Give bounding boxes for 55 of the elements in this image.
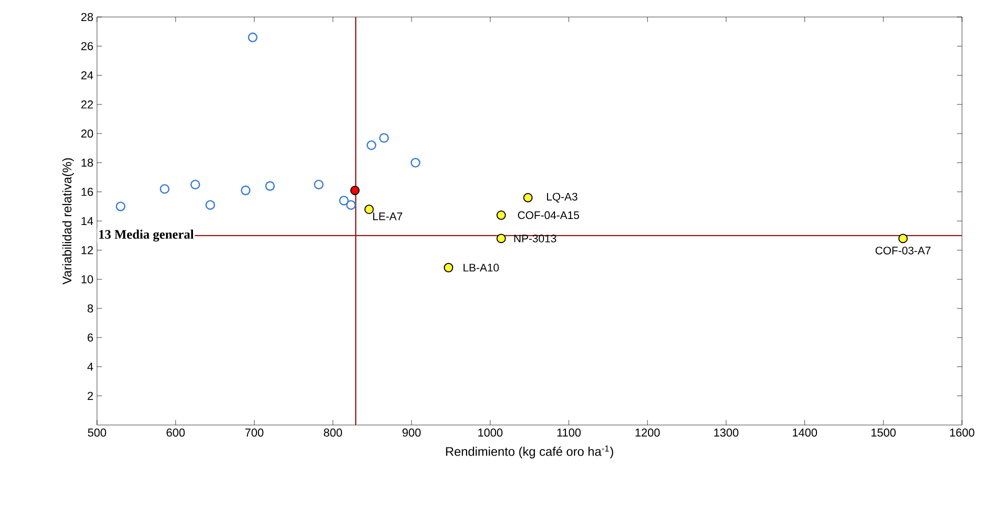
y-axis-title: Variabilidad relativa(%) bbox=[62, 158, 74, 284]
point bbox=[523, 192, 533, 202]
y-tick-label: 16 bbox=[82, 188, 93, 196]
annotation: COF-04-A15 bbox=[518, 211, 580, 220]
x-tick-label: 500 bbox=[88, 428, 106, 437]
y-tick-label: 28 bbox=[81, 12, 93, 22]
point bbox=[339, 196, 349, 206]
x-tick-label: 600 bbox=[166, 428, 185, 437]
x-tick-label: 1100 bbox=[557, 428, 581, 437]
y-tick-label: 14 bbox=[82, 217, 94, 225]
y-tick-label: 4 bbox=[87, 362, 94, 371]
point bbox=[205, 200, 216, 210]
point bbox=[410, 158, 420, 168]
point bbox=[265, 181, 275, 191]
annotation: LB-A10 bbox=[464, 264, 499, 272]
x-tick-label: 1600 bbox=[950, 428, 974, 437]
y-tick-label: 2 bbox=[88, 392, 93, 400]
y-tick-label: 6 bbox=[88, 334, 93, 342]
annotation: LQ-A3 bbox=[547, 192, 578, 203]
point bbox=[314, 180, 324, 190]
x-tick-label: 900 bbox=[402, 428, 421, 437]
point bbox=[240, 186, 250, 196]
y-tick-label: 24 bbox=[81, 71, 94, 80]
annotation: LE-A7 bbox=[373, 212, 402, 220]
y-tick-label: 20 bbox=[81, 130, 94, 138]
x-tick-label: 1000 bbox=[478, 428, 502, 437]
x-tick-label: 1300 bbox=[714, 428, 738, 437]
point bbox=[898, 234, 908, 244]
y-tick-label: 26 bbox=[81, 42, 93, 50]
point bbox=[364, 204, 374, 214]
point bbox=[366, 140, 376, 150]
point bbox=[248, 32, 258, 42]
annotation: NP-3013 bbox=[514, 234, 556, 242]
y-tick-label: 8 bbox=[88, 304, 93, 312]
y-tick-label: 18 bbox=[82, 158, 93, 167]
x-tick-label: 700 bbox=[245, 428, 264, 437]
y-tick-label: 10 bbox=[82, 275, 94, 284]
point bbox=[444, 262, 454, 272]
point bbox=[160, 184, 170, 194]
x-axis-title: Rendimiento (kg café oro ha$^{-1}$) bbox=[446, 445, 614, 458]
point bbox=[350, 186, 360, 196]
ref-line-label: 13 Media general bbox=[99, 230, 194, 242]
point bbox=[190, 180, 200, 190]
point bbox=[379, 133, 389, 143]
annotation: COF-03-A7 bbox=[876, 246, 930, 254]
x-tick-label: 1400 bbox=[792, 428, 818, 437]
point bbox=[496, 234, 506, 244]
x-tick-label: 1200 bbox=[636, 428, 660, 437]
x-tick-label: 1500 bbox=[872, 428, 896, 437]
y-tick-label: 22 bbox=[81, 100, 93, 108]
y-tick-label: 12 bbox=[82, 246, 93, 254]
point bbox=[496, 210, 506, 220]
point bbox=[346, 200, 356, 210]
point bbox=[116, 202, 126, 212]
x-tick-label: 800 bbox=[324, 428, 342, 437]
